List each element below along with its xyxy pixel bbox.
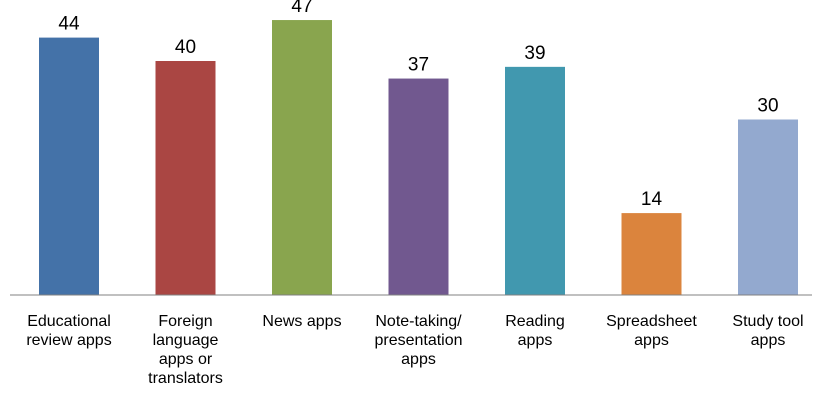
bar-2	[272, 20, 332, 296]
bar-1	[155, 61, 216, 295]
category-label-5-line-0: Spreadsheet	[606, 313, 697, 330]
category-label-3: Note-taking/presentation apps	[374, 313, 462, 368]
category-label-4-line-1: apps	[518, 332, 553, 349]
category-label-2: News apps	[262, 313, 341, 330]
category-label-6-line-0: Study tool	[732, 313, 803, 330]
bar-0	[39, 37, 99, 295]
category-label-0-line-1: review apps	[26, 332, 111, 349]
bar-6	[738, 119, 798, 295]
category-label-3-line-1: presentation	[374, 332, 462, 349]
value-label-6: 30	[757, 96, 778, 117]
category-labels-group: Educational review apps Foreign language app…	[26, 313, 803, 387]
category-label-5: Spreadsheet apps	[606, 313, 697, 349]
value-label-2: 47	[291, 0, 312, 17]
category-label-0: Educational review apps	[26, 313, 111, 349]
value-labels-group: 44 40 47 37 39 14 30	[58, 0, 778, 210]
value-label-1: 40	[175, 37, 196, 58]
category-label-2-line-0: News apps	[262, 313, 341, 330]
category-label-1-line-0: Foreign	[158, 313, 212, 330]
category-label-1-line-1: language	[153, 332, 219, 349]
value-label-4: 39	[524, 43, 545, 64]
category-label-1: Foreign language apps or translators	[148, 313, 223, 387]
category-label-1-line-3: translators	[148, 370, 223, 387]
category-label-0-line-0: Educational	[27, 313, 111, 330]
category-label-6: Study tool apps	[732, 313, 803, 349]
category-label-3-line-0: Note-taking/	[375, 313, 462, 330]
category-label-5-line-1: apps	[634, 332, 669, 349]
value-label-0: 44	[58, 14, 80, 35]
bar-3	[388, 78, 449, 295]
value-label-3: 37	[408, 55, 429, 76]
category-label-4: Reading apps	[505, 313, 565, 349]
category-label-4-line-0: Reading	[505, 313, 565, 330]
value-label-5: 14	[641, 189, 663, 210]
category-label-1-line-2: apps or	[159, 351, 213, 368]
bar-4	[505, 66, 565, 295]
category-label-6-line-1: apps	[751, 332, 786, 349]
bars-group	[39, 20, 798, 296]
bar-5	[621, 213, 682, 295]
category-label-3-line-2: apps	[401, 351, 436, 368]
